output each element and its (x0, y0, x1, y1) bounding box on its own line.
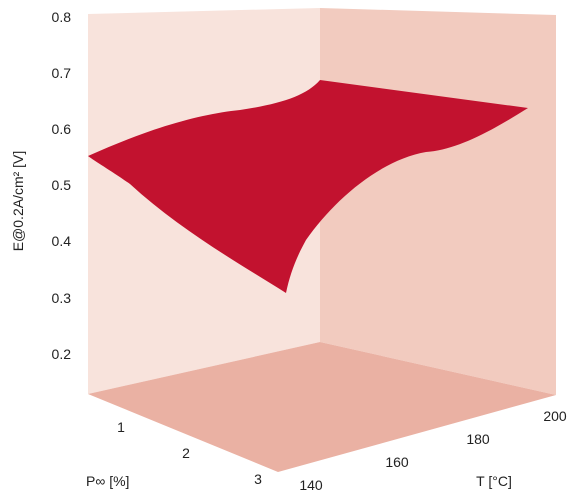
z-tick-label: 0.8 (52, 9, 72, 25)
z-axis-label: E@0.2A/cm² [V] (10, 151, 26, 252)
z-tick-label: 0.6 (52, 121, 72, 137)
p-axis-ticks: 1 2 3 (117, 419, 262, 487)
z-tick-label: 0.7 (52, 65, 72, 81)
p-tick-label: 1 (117, 419, 125, 435)
p-tick-label: 2 (182, 445, 190, 461)
p-tick-label: 3 (254, 471, 262, 487)
t-tick-label: 140 (299, 477, 323, 493)
z-tick-label: 0.4 (52, 233, 72, 249)
t-tick-label: 180 (466, 431, 490, 447)
back-wall-right (320, 8, 556, 395)
t-axis-label: T [°C] (476, 473, 512, 489)
z-tick-label: 0.3 (52, 290, 72, 306)
response-surface (88, 80, 528, 293)
t-tick-label: 200 (543, 408, 567, 424)
floor-pane (88, 342, 556, 472)
t-axis-ticks: 140 160 180 200 (299, 408, 567, 493)
z-tick-label: 0.2 (52, 346, 72, 362)
p-axis-label: P∞ [%] (86, 473, 129, 489)
t-tick-label: 160 (385, 454, 409, 470)
z-tick-label: 0.5 (52, 177, 72, 193)
z-axis-ticks: 0.2 0.3 0.4 0.5 0.6 0.7 0.8 (52, 9, 72, 362)
